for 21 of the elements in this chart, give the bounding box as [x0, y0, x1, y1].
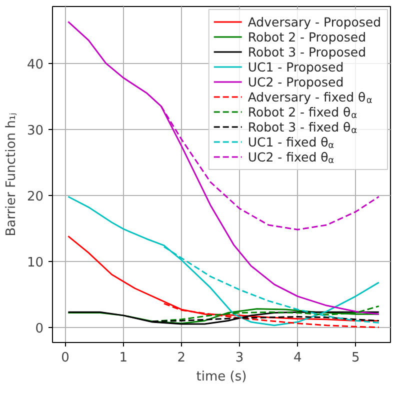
x-tick-label: 5 — [352, 350, 360, 366]
y-tick-label: 10 — [26, 255, 44, 270]
legend-label: UC1 - Proposed — [248, 60, 344, 74]
y-tick-label: 0 — [35, 321, 44, 336]
legend-label: UC2 - Proposed — [248, 74, 344, 90]
legend-label: Robot 2 - Proposed — [248, 30, 366, 44]
line-series — [67, 308, 380, 324]
y-tick-label: 20 — [26, 189, 44, 204]
x-tick-label: 3 — [235, 350, 244, 366]
x-tick-label: 2 — [177, 350, 186, 366]
y-axis-title: Barrier Function h₁ⱼ — [4, 112, 19, 236]
x-axis-title: time (s) — [196, 370, 247, 384]
line-series — [67, 311, 380, 325]
x-tick-label: 1 — [119, 350, 128, 366]
legend-label: Robot 3 - Proposed — [248, 44, 366, 60]
x-tick-label: 4 — [293, 350, 302, 366]
legend-label: Adversary - Proposed — [248, 14, 382, 30]
x-tick-label: 0 — [61, 350, 70, 366]
y-tick-label: 40 — [26, 57, 44, 72]
line-series — [67, 196, 380, 326]
y-tick-label: 30 — [26, 123, 44, 138]
